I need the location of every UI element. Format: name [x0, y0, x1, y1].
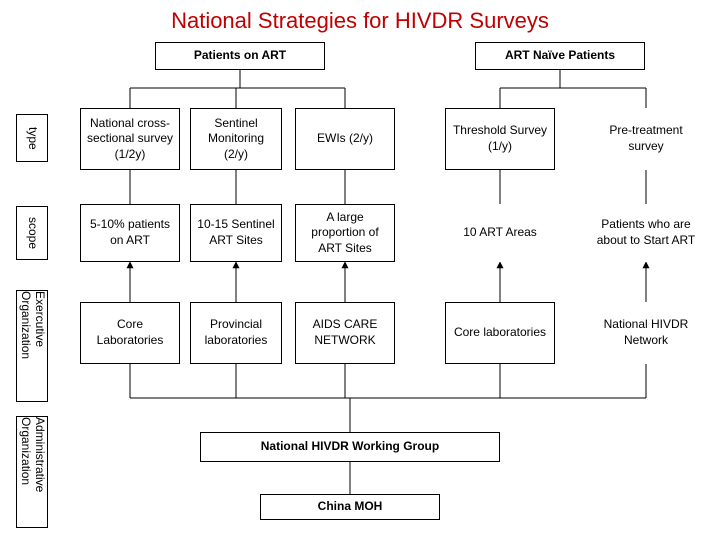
type-c1: National cross-sectional survey (1/2y)	[80, 108, 180, 170]
org-c3: AIDS CARE NETWORK	[295, 302, 395, 364]
scope-c5: Patients who are about to Start ART	[590, 204, 702, 262]
header-art-naive: ART Naïve Patients	[475, 42, 645, 70]
scope-c4: 10 ART Areas	[445, 204, 555, 262]
row-label-type: type	[16, 114, 48, 162]
row-label-exec-org: Exercutive Organization	[16, 290, 48, 402]
org-c2: Provincial laboratories	[190, 302, 282, 364]
page-title: National Strategies for HIVDR Surveys	[0, 8, 720, 34]
type-c4: Threshold Survey (1/y)	[445, 108, 555, 170]
row-label-admin-org: Administrative Organization	[16, 416, 48, 528]
type-c5: Pre-treatment survey	[590, 108, 702, 170]
china-moh-box: China MOH	[260, 494, 440, 520]
org-c1: Core Laboratories	[80, 302, 180, 364]
scope-c1: 5-10% patients on ART	[80, 204, 180, 262]
scope-c2: 10-15 Sentinel ART Sites	[190, 204, 282, 262]
header-patients-on-art: Patients on ART	[155, 42, 325, 70]
org-c5: National HIVDR Network	[590, 302, 702, 364]
org-c4: Core laboratories	[445, 302, 555, 364]
row-label-scope: scope	[16, 206, 48, 260]
type-c2: Sentinel Monitoring (2/y)	[190, 108, 282, 170]
type-c3: EWIs (2/y)	[295, 108, 395, 170]
working-group-box: National HIVDR Working Group	[200, 432, 500, 462]
scope-c3: A large proportion of ART Sites	[295, 204, 395, 262]
